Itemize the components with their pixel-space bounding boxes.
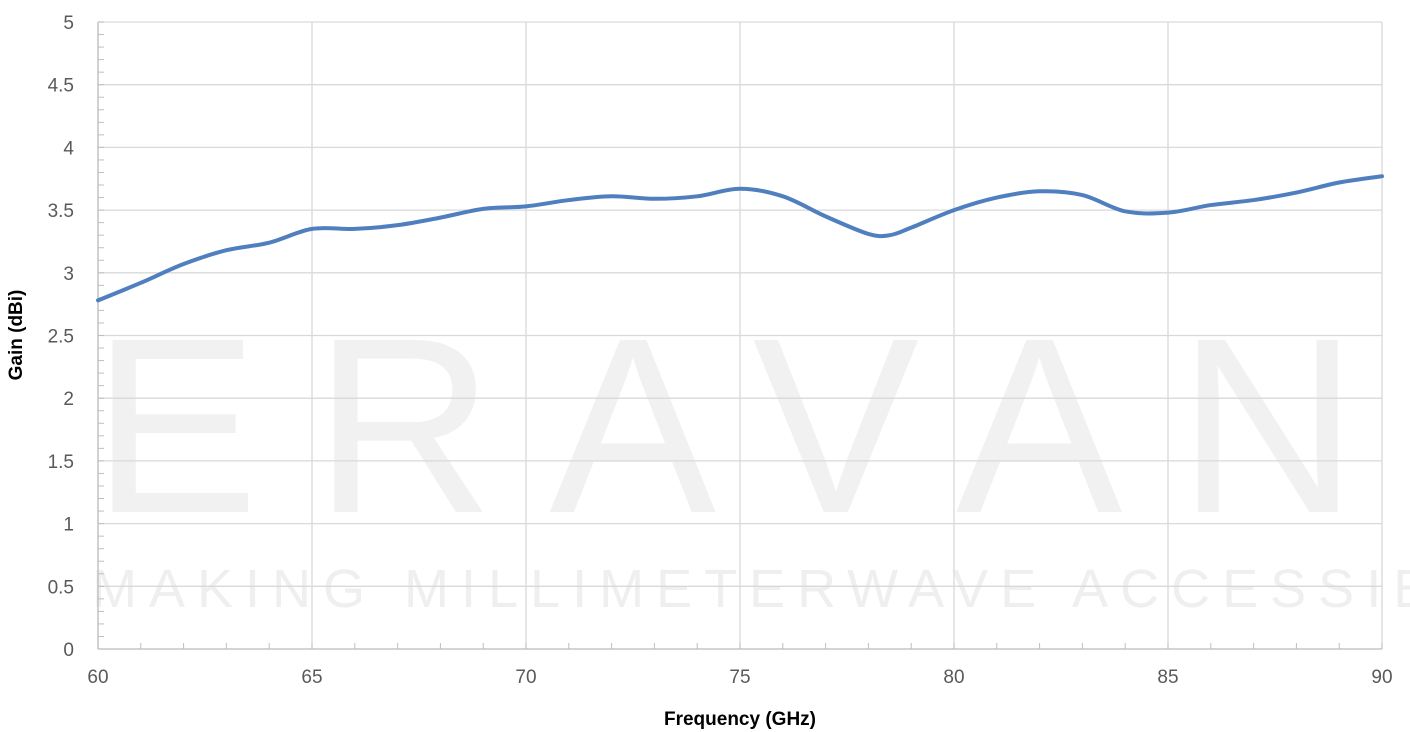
- y-tick-label: 3: [63, 264, 74, 285]
- x-tick-label: 65: [301, 667, 322, 688]
- y-tick-label: 0: [63, 640, 74, 661]
- y-tick-label: 5: [63, 13, 74, 34]
- y-tick-label: 1.5: [48, 452, 74, 473]
- y-tick-label: 2: [63, 389, 74, 410]
- x-tick-label: 90: [1371, 667, 1392, 688]
- x-tick-label: 75: [729, 667, 750, 688]
- watermark-tagline: MAKING MILLIMETERWAVE ACCESSIBLE: [92, 559, 1410, 619]
- y-tick-label: 4.5: [48, 76, 74, 97]
- x-tick-label: 85: [1157, 667, 1178, 688]
- x-axis-title: Frequency (GHz): [664, 709, 816, 730]
- y-axis-title: Gain (dBi): [6, 290, 27, 381]
- y-tick-label: 2.5: [48, 327, 74, 348]
- gain-series-line: [96, 174, 1384, 303]
- y-tick-label: 3.5: [48, 201, 74, 222]
- y-tick-label: 1: [63, 515, 74, 536]
- y-tick-label: 4: [63, 138, 74, 159]
- axes: [97, 22, 1382, 650]
- x-tick-label: 70: [515, 667, 536, 688]
- y-tick-label: 0.5: [48, 577, 74, 598]
- tick-labels: 0 0.5 1 1.5 2 2.5 3 3.5 4 4.5 5 60 65 70 75 80 85 90: [48, 13, 1393, 688]
- x-tick-label: 80: [943, 667, 964, 688]
- x-tick-label: 60: [87, 667, 108, 688]
- series-layer: [96, 174, 1384, 303]
